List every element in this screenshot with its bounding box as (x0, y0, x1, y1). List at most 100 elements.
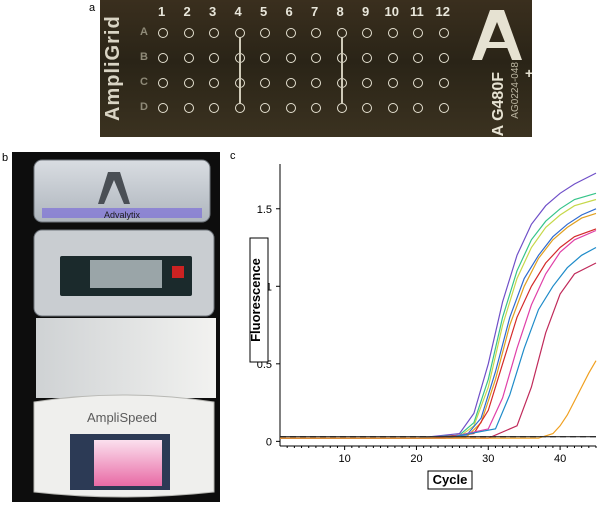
x-tick-label: 10 (339, 453, 351, 465)
well (336, 103, 347, 113)
well (413, 103, 423, 113)
y-label-box (249, 237, 269, 363)
y-tick-label: 0 (266, 436, 272, 448)
well (336, 28, 347, 38)
series-line (280, 229, 597, 439)
column-number: 5 (260, 4, 268, 19)
well (285, 53, 296, 63)
column-number: 2 (183, 4, 191, 19)
well (260, 78, 270, 88)
advalytix-logo-icon (472, 10, 522, 60)
column-number: 11 (410, 4, 424, 19)
ampligrid-chip (90, 260, 162, 288)
well (311, 78, 321, 88)
well (387, 53, 398, 63)
y-tick-label: 1 (266, 281, 272, 293)
lid-brand-label: Advalytix (104, 210, 141, 220)
well (413, 78, 423, 88)
well (260, 53, 270, 63)
row-label: A (140, 26, 148, 38)
column-number: 7 (311, 4, 319, 19)
fluorescence-chart: 0 0.5 1 1.5 10 20 30 40 Fluorescence Cycle (240, 150, 600, 502)
column-number: 6 (285, 4, 293, 19)
ampligrid-brand-text: AmpliGrid (102, 15, 124, 122)
well (438, 28, 449, 38)
series-line (280, 246, 597, 439)
well-connector (340, 38, 343, 103)
well (183, 103, 194, 113)
x-tick-label: 30 (482, 453, 494, 465)
well (285, 103, 296, 113)
well (260, 103, 270, 113)
ampligrid-slide-photo: AmpliGrid 1 2 3 4 5 6 7 8 9 10 11 12 A B C D + A G480F … (100, 0, 532, 137)
well (387, 78, 398, 88)
row-label: C (140, 76, 148, 88)
chip-indicator (172, 266, 184, 278)
x-label-box (427, 470, 473, 490)
well (438, 53, 449, 63)
well (311, 28, 321, 38)
well (285, 28, 296, 38)
amplispeed-instrument-photo: AmpliSpeed Advalytix (12, 152, 220, 502)
panel-label-b: b (2, 152, 9, 164)
well (285, 78, 296, 88)
column-number: 4 (234, 4, 242, 19)
series-line (280, 198, 597, 439)
panel-label-c: c (230, 150, 236, 162)
column-number: 1 (158, 4, 166, 19)
well (362, 78, 372, 88)
well (209, 53, 219, 63)
well (362, 53, 372, 63)
x-axis-label: Cycle (433, 472, 468, 487)
well (311, 103, 321, 113)
series-line (280, 360, 597, 439)
well (438, 78, 449, 88)
instrument-body (36, 318, 216, 398)
well (183, 78, 194, 88)
series-line (280, 192, 597, 439)
well (158, 78, 168, 88)
well (183, 28, 194, 38)
plus-mark: + (525, 65, 532, 81)
well (234, 103, 245, 113)
well (209, 78, 219, 88)
x-tick-label: 20 (410, 453, 422, 465)
x-tick-label: 40 (554, 453, 566, 465)
well (362, 103, 372, 113)
well (362, 28, 372, 38)
y-tick-label: 1.5 (257, 204, 272, 216)
series-line (280, 172, 597, 439)
well (438, 103, 449, 113)
lid-light-strip (42, 208, 202, 218)
column-number: 10 (384, 4, 399, 19)
well (234, 28, 245, 38)
column-number: 12 (435, 4, 450, 19)
well (413, 53, 423, 63)
well (209, 103, 219, 113)
well (183, 53, 194, 63)
series-line (280, 228, 597, 439)
well (260, 28, 270, 38)
column-number: 9 (362, 4, 370, 19)
well (158, 103, 168, 113)
base-brand-label: AmpliSpeed (87, 410, 157, 425)
well (311, 53, 321, 63)
column-number: 8 (336, 4, 344, 19)
screen-plot (94, 440, 162, 486)
well-connector (238, 38, 241, 103)
column-number: 3 (209, 4, 217, 19)
lid-logo-icon (98, 172, 130, 204)
well (387, 28, 398, 38)
well (158, 28, 168, 38)
well (209, 28, 219, 38)
row-label: D (140, 101, 148, 113)
well (158, 53, 168, 63)
slide-code-small: AG0224-048 (510, 62, 521, 119)
well (413, 28, 423, 38)
panel-label-a: a (89, 2, 96, 14)
slide-code-main: A G480F (490, 72, 507, 137)
well (387, 103, 398, 113)
series-line (280, 262, 597, 439)
y-axis-label: Fluorescence (248, 258, 263, 342)
row-label: B (140, 51, 148, 63)
